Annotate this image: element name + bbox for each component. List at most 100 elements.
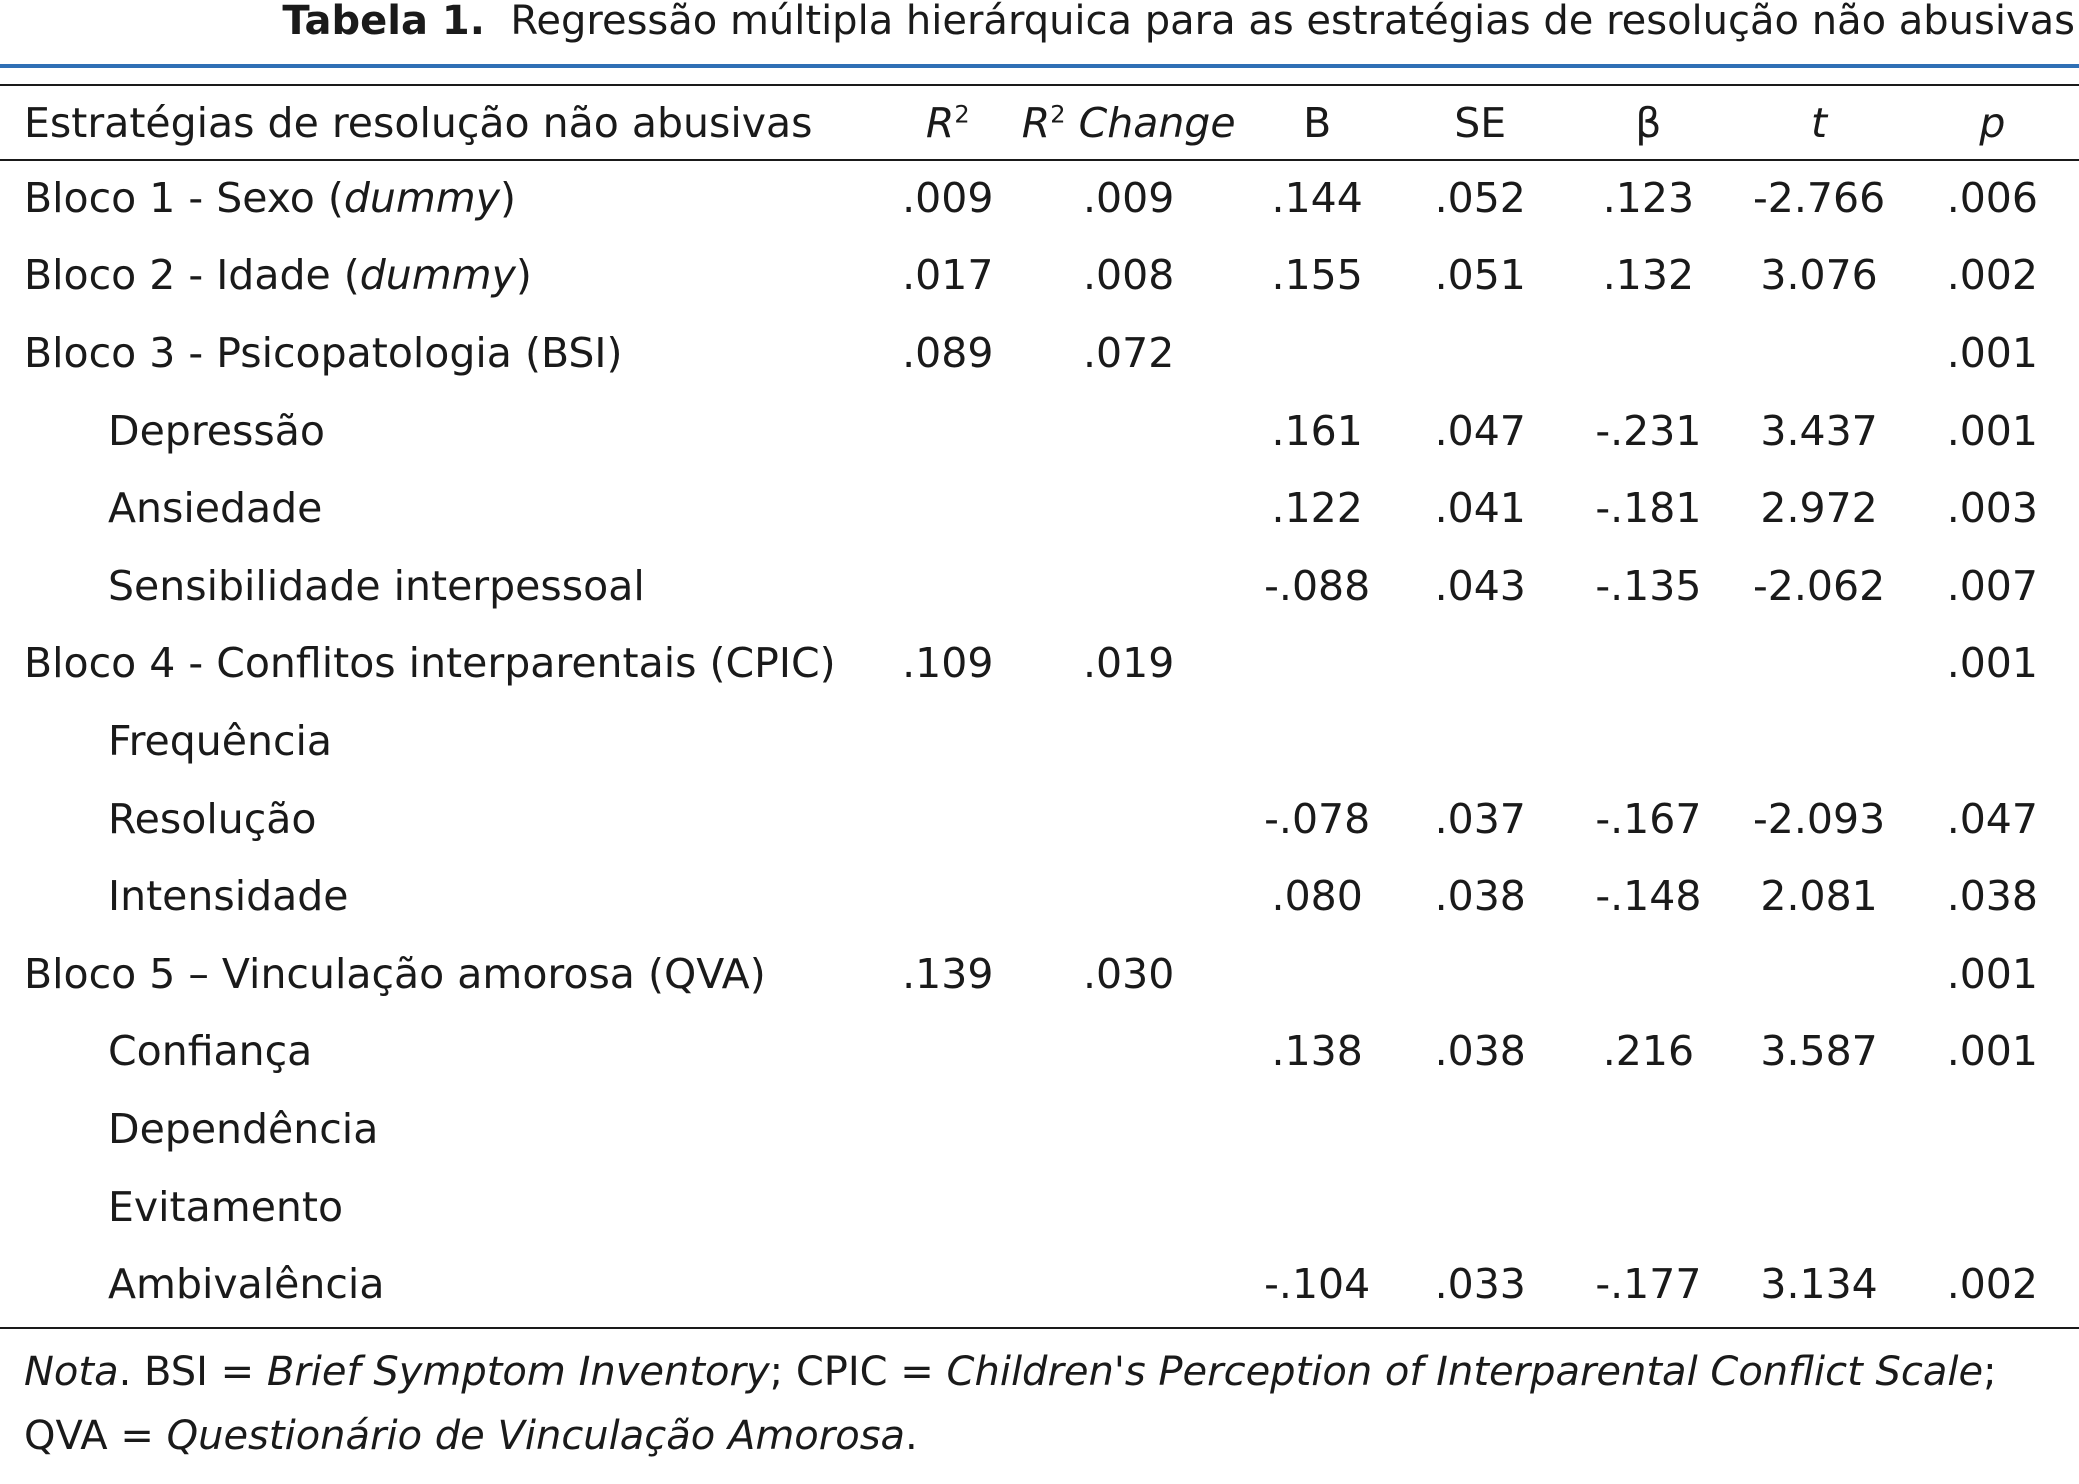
header-row: Estratégias de resolução não abusivas R2…	[0, 86, 2079, 159]
cell-r2: .139	[902, 949, 994, 998]
cell-p: .038	[1946, 872, 2038, 921]
table-row: Evitamento	[0, 1168, 2079, 1246]
cell-p: .001	[1946, 1027, 2038, 1076]
cell-b	[1238, 702, 1396, 780]
cell-r2change	[1019, 1168, 1238, 1246]
header-r2change-word: Change	[1065, 98, 1236, 147]
table-row: Confiança .138 .038 .216 3.587 .001	[0, 1013, 2079, 1091]
cell-t	[1732, 1168, 1905, 1246]
note-sep-3: ; QVA =	[24, 1349, 1997, 1459]
cell-b: .144	[1271, 173, 1363, 222]
cell-beta: -.148	[1595, 872, 1702, 921]
header-p: p	[1979, 98, 2006, 147]
cell-se	[1396, 1168, 1564, 1246]
cell-se	[1396, 625, 1564, 703]
cell-t: 3.134	[1760, 1260, 1878, 1309]
cell-t	[1732, 1090, 1905, 1168]
cell-t: 3.076	[1760, 251, 1878, 300]
header-beta: β	[1635, 98, 1662, 147]
header-r2change-r: R	[1021, 98, 1051, 147]
cell-r2: .017	[902, 251, 994, 300]
row-label: Bloco 3 - Psicopatologia (BSI)	[24, 328, 623, 377]
header-r2-r: R	[925, 98, 955, 147]
cell-se: .047	[1434, 406, 1526, 455]
cell-beta: -.181	[1595, 484, 1702, 533]
cell-b: .138	[1271, 1027, 1363, 1076]
cell-r2: .089	[902, 328, 994, 377]
row-label: Sensibilidade interpessoal	[108, 561, 645, 610]
row-label: Bloco 2 - Idade (dummy)	[0, 237, 876, 315]
cell-t: 3.587	[1760, 1027, 1878, 1076]
cell-p	[1906, 1168, 2079, 1246]
cell-r2change	[1019, 702, 1238, 780]
row-label: Confiança	[108, 1027, 313, 1076]
cell-t	[1732, 935, 1905, 1013]
cell-b	[1238, 1090, 1396, 1168]
cell-t	[1732, 702, 1905, 780]
table-row: Bloco 4 - Conflitos interparentais (CPIC…	[0, 625, 2079, 703]
cell-beta	[1564, 625, 1732, 703]
regression-table: Estratégias de resolução não abusivas R2…	[0, 86, 2079, 1323]
cell-p	[1906, 702, 2079, 780]
row-label: Bloco 1 - Sexo (dummy)	[0, 159, 876, 237]
table-row: Bloco 1 - Sexo (dummy) .009 .009 .144 .0…	[0, 159, 2079, 237]
row-label-italic: dummy	[359, 251, 516, 300]
cell-t: -2.766	[1752, 173, 1886, 222]
cell-p: .002	[1946, 251, 2038, 300]
cell-r2	[876, 392, 1019, 470]
table-row: Frequência	[0, 702, 2079, 780]
cell-r2	[876, 469, 1019, 547]
cell-beta: .132	[1602, 251, 1695, 300]
cell-t: 2.972	[1760, 484, 1878, 533]
header-r2-sup: 2	[954, 99, 970, 128]
cell-b	[1238, 314, 1396, 392]
cell-b: .080	[1271, 872, 1363, 921]
note-sep-2: ; CPIC =	[769, 1349, 947, 1395]
cell-r2	[876, 1245, 1019, 1323]
cell-r2change	[1019, 469, 1238, 547]
cell-se	[1396, 314, 1564, 392]
table-row: Ansiedade .122 .041 -.181 2.972 .003	[0, 469, 2079, 547]
cell-r2change	[1019, 1090, 1238, 1168]
cell-beta: -.135	[1595, 561, 1702, 610]
note-cpic: Children's Perception of Interparental C…	[946, 1349, 1984, 1395]
table-caption: Tabela 1. Regressão múltipla hierárquica…	[282, 0, 2075, 50]
cell-b: .155	[1271, 251, 1363, 300]
cell-r2	[876, 1168, 1019, 1246]
note-qva: Questionário de Vinculação Amorosa	[166, 1413, 906, 1459]
row-label-text: Bloco 1 - Sexo (	[24, 173, 344, 222]
row-label: Intensidade	[108, 872, 349, 921]
row-label: Bloco 5 – Vinculação amorosa (QVA)	[24, 949, 766, 998]
cell-beta	[1564, 1168, 1732, 1246]
header-se: SE	[1454, 98, 1507, 147]
row-label: Ambivalência	[108, 1260, 385, 1309]
cell-se	[1396, 1090, 1564, 1168]
header-r2-change: R2 Change	[1019, 86, 1238, 159]
cell-se: .052	[1434, 173, 1526, 222]
table-row: Depressão .161 .047 -.231 3.437 .001	[0, 392, 2079, 470]
table-row: Bloco 3 - Psicopatologia (BSI) .089 .072…	[0, 314, 2079, 392]
cell-beta: .123	[1602, 173, 1695, 222]
cell-b: .122	[1271, 484, 1363, 533]
cell-t: -2.062	[1752, 561, 1886, 610]
cell-r2change: .009	[1083, 173, 1175, 222]
row-label: Ansiedade	[108, 484, 323, 533]
row-label-italic: dummy	[343, 173, 501, 222]
cell-b	[1238, 1168, 1396, 1246]
row-label: Dependência	[108, 1104, 379, 1153]
cell-r2	[876, 1013, 1019, 1091]
header-t: t	[1811, 98, 1828, 147]
table-note: Nota. BSI = Brief Symptom Inventory; CPI…	[24, 1340, 2054, 1468]
cell-beta: -.231	[1595, 406, 1702, 455]
row-label: Frequência	[108, 716, 333, 765]
cell-r2change	[1019, 547, 1238, 625]
cell-beta	[1564, 1090, 1732, 1168]
top-rule	[0, 64, 2079, 68]
cell-r2change	[1019, 392, 1238, 470]
row-label-text: Bloco 2 - Idade (	[24, 251, 360, 300]
cell-p: .001	[1946, 406, 2038, 455]
cell-r2change: .008	[1083, 251, 1175, 300]
cell-beta: -.177	[1595, 1260, 1702, 1309]
cell-p: .001	[1946, 949, 2038, 998]
cell-b: -.088	[1264, 561, 1371, 610]
